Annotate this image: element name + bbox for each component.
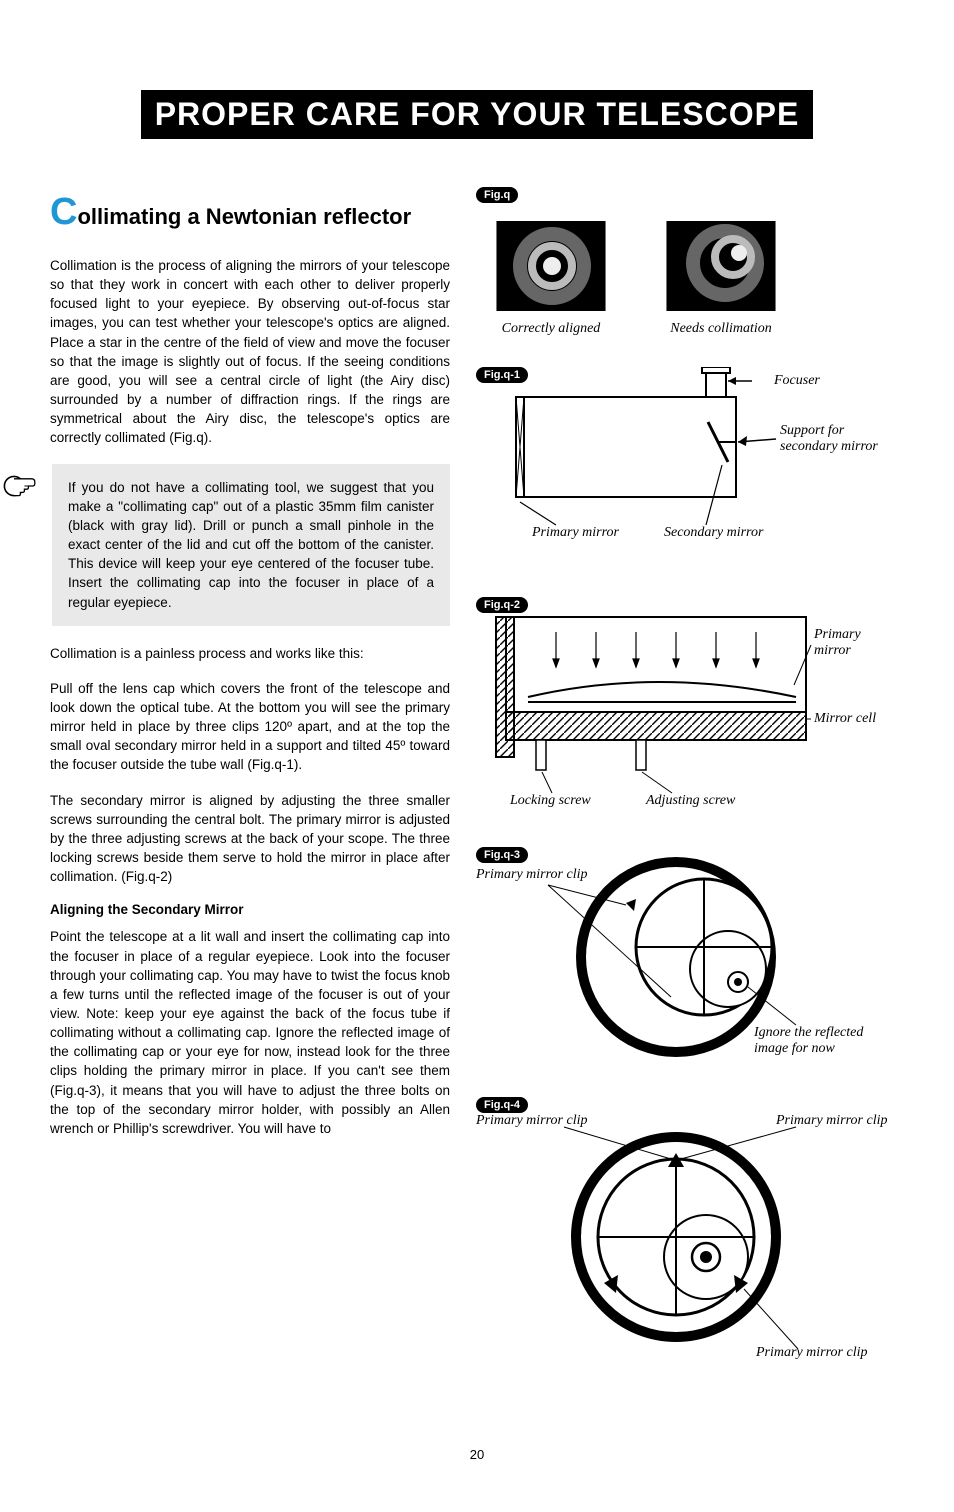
airy-correct: Correctly aligned: [496, 221, 606, 337]
label-ignore-line1: Ignore the reflected: [754, 1025, 863, 1041]
label-ignore-line2: image for now: [754, 1041, 835, 1057]
airy-needs: Needs collimation: [666, 221, 776, 337]
label-primary-clip-q4-left: Primary mirror clip: [476, 1113, 587, 1129]
label-secondary-mirror-q1: Secondary mirror: [664, 525, 763, 541]
paragraph-4: The secondary mirror is aligned by adjus…: [50, 791, 450, 887]
left-column: Collimating a Newtonian reflector Collim…: [50, 187, 450, 1397]
caption-correct: Correctly aligned: [502, 321, 601, 337]
figure-q4: Fig.q-4 Primary mirror clip Pr: [476, 1097, 904, 1367]
section-heading: Collimating a Newtonian reflector: [50, 191, 450, 234]
label-primary-mirror-q2: Primary mirror: [814, 627, 884, 659]
figure-q2: Fig.q-2: [476, 597, 904, 817]
label-mirror-cell: Mirror cell: [814, 711, 876, 727]
label-locking-screw: Locking screw: [510, 793, 591, 809]
figure-q1: Fig.q-1 Focuser: [476, 367, 904, 567]
tip-box: If you do not have a collimating tool, w…: [52, 464, 450, 626]
label-primary-clip-q4-bottom: Primary mirror clip: [756, 1345, 867, 1361]
label-primary-clip-q4-right: Primary mirror clip: [776, 1113, 887, 1129]
page-banner: PROPER CARE FOR YOUR TELESCOPE: [141, 90, 814, 139]
caption-needs: Needs collimation: [670, 321, 772, 337]
airy-correct-image: [496, 221, 606, 311]
paragraph-1: Collimation is the process of aligning t…: [50, 256, 450, 448]
label-adjusting-screw: Adjusting screw: [646, 793, 735, 809]
label-primary-mirror-q1: Primary mirror: [532, 525, 619, 541]
paragraph-5: Point the telescope at a lit wall and in…: [50, 927, 450, 1138]
fig-label-q: Fig.q: [476, 187, 518, 203]
subheading-secondary-mirror: Aligning the Secondary Mirror: [50, 902, 450, 917]
content-columns: Collimating a Newtonian reflector Collim…: [50, 187, 904, 1397]
airy-disc-row: Correctly aligned Needs collimation: [496, 221, 776, 337]
heading-dropcap: C: [50, 191, 77, 233]
label-primary-clip-q3: Primary mirror clip: [476, 867, 587, 883]
right-column: Fig.q Correctly aligned: [476, 187, 904, 1397]
figure-q3: Fig.q-3 Primary mirror clip Ignore the r…: [476, 847, 904, 1067]
airy-needs-image: [666, 221, 776, 311]
label-support-line1: Support for secondary mirror: [780, 423, 890, 455]
label-focuser: Focuser: [774, 373, 820, 389]
paragraph-2: Collimation is a painless process and wo…: [50, 644, 450, 663]
tip-row: If you do not have a collimating tool, w…: [2, 464, 450, 626]
page-number: 20: [50, 1447, 904, 1462]
paragraph-3: Pull off the lens cap which covers the f…: [50, 679, 450, 775]
figure-q: Fig.q Correctly aligned: [476, 187, 904, 337]
heading-rest: ollimating a Newtonian reflector: [77, 204, 411, 229]
pointing-hand-icon: [2, 470, 42, 502]
